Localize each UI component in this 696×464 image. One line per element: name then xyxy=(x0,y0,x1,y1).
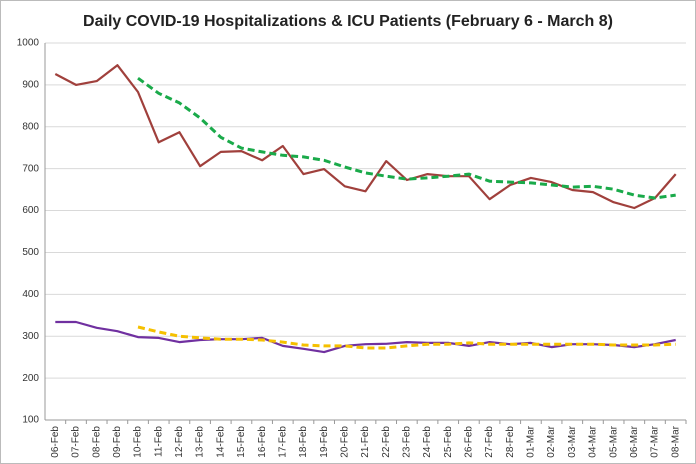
x-tick-label: 14-Feb xyxy=(215,426,226,458)
x-tick-label: 16-Feb xyxy=(257,426,268,458)
y-tick-label: 500 xyxy=(22,247,39,258)
x-tick-label: 08-Mar xyxy=(670,425,681,457)
x-tick-label: 01-Mar xyxy=(526,425,537,457)
series-line xyxy=(55,320,676,354)
x-tick-label: 08-Feb xyxy=(91,426,102,458)
y-tick-label: 900 xyxy=(22,80,39,91)
x-tick-label: 28-Feb xyxy=(505,426,516,458)
x-tick-label: 25-Feb xyxy=(443,426,454,458)
x-tick-label: 17-Feb xyxy=(277,426,288,458)
x-tick-label: 02-Mar xyxy=(546,425,557,457)
y-tick-label: 800 xyxy=(22,121,39,132)
y-tick-label: 600 xyxy=(22,205,39,216)
x-tick-label: 05-Mar xyxy=(608,425,619,457)
x-tick-label: 21-Feb xyxy=(360,426,371,458)
x-tick-label: 10-Feb xyxy=(133,426,144,458)
x-tick-label: 22-Feb xyxy=(381,426,392,458)
y-tick-label: 200 xyxy=(22,373,39,384)
series-line xyxy=(54,64,677,210)
x-tick-label: 11-Feb xyxy=(153,426,164,457)
x-tick-label: 12-Feb xyxy=(174,426,185,458)
x-tick-label: 03-Mar xyxy=(567,425,578,457)
x-tick-label: 09-Feb xyxy=(112,426,123,458)
series-line xyxy=(137,325,676,350)
x-tick-label: 26-Feb xyxy=(464,426,475,458)
x-tick-label: 15-Feb xyxy=(236,426,247,458)
x-tick-label: 18-Feb xyxy=(298,426,309,458)
y-tick-label: 100 xyxy=(22,415,39,426)
x-tick-label: 24-Feb xyxy=(422,426,433,458)
x-tick-label: 07-Feb xyxy=(71,426,82,458)
series-line xyxy=(137,76,676,200)
x-tick-label: 20-Feb xyxy=(339,426,350,458)
x-tick-label: 04-Mar xyxy=(588,425,599,457)
y-tick-label: 1000 xyxy=(17,38,40,49)
y-tick-label: 300 xyxy=(22,331,39,342)
x-tick-label: 19-Feb xyxy=(319,426,330,458)
x-tick-label: 06-Feb xyxy=(50,426,61,458)
x-tick-label: 06-Mar xyxy=(629,425,640,457)
chart-title: Daily COVID-19 Hospitalizations & ICU Pa… xyxy=(83,13,613,30)
x-tick-label: 23-Feb xyxy=(401,426,412,458)
y-tick-label: 700 xyxy=(22,163,39,174)
y-tick-label: 400 xyxy=(22,289,39,300)
x-tick-label: 27-Feb xyxy=(484,426,495,458)
x-tick-label: 07-Mar xyxy=(650,425,661,457)
x-tick-label: 13-Feb xyxy=(195,426,206,458)
